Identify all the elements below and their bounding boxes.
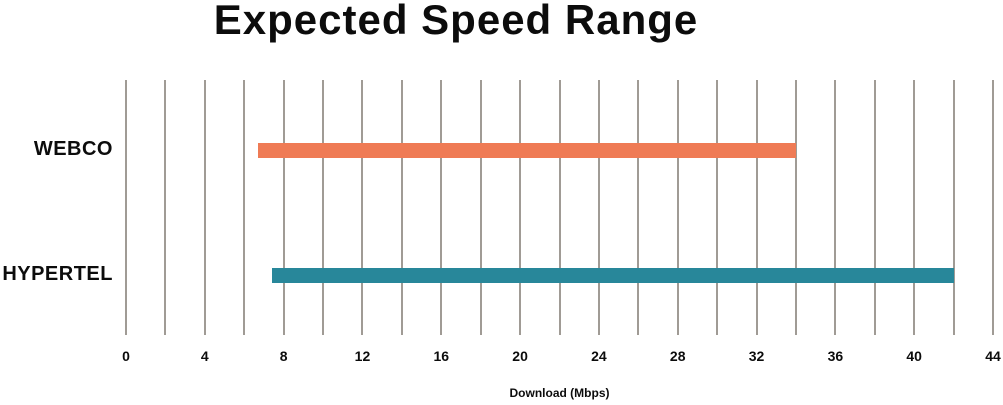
gridline bbox=[243, 80, 246, 335]
x-tick-label: 12 bbox=[354, 348, 371, 364]
gridline bbox=[440, 80, 443, 335]
gridline bbox=[164, 80, 167, 335]
gridline bbox=[952, 80, 955, 335]
gridline bbox=[913, 80, 916, 335]
gridline bbox=[716, 80, 719, 335]
gridline bbox=[873, 80, 876, 335]
gridline bbox=[203, 80, 206, 335]
gridline bbox=[755, 80, 758, 335]
plot-area bbox=[125, 80, 994, 335]
gridline bbox=[676, 80, 679, 335]
x-tick-label: 36 bbox=[827, 348, 844, 364]
gridline bbox=[361, 80, 364, 335]
gridline bbox=[794, 80, 797, 335]
x-tick-label: 24 bbox=[591, 348, 607, 364]
gridline bbox=[637, 80, 640, 335]
gridline bbox=[125, 80, 127, 335]
x-tick-label: 32 bbox=[748, 348, 765, 364]
gridline bbox=[834, 80, 837, 335]
gridline bbox=[282, 80, 285, 335]
gridline bbox=[322, 80, 325, 335]
category-label-webco: WEBCO bbox=[33, 138, 113, 160]
chart-title: Expected Speed Range bbox=[213, 0, 699, 43]
x-tick-label: 16 bbox=[433, 348, 450, 364]
x-tick-label: 44 bbox=[985, 348, 1001, 364]
gridline bbox=[558, 80, 561, 335]
gridline bbox=[400, 80, 403, 335]
gridline bbox=[992, 80, 994, 335]
gridline bbox=[479, 80, 482, 335]
x-tick-label: 8 bbox=[279, 348, 288, 364]
gridline bbox=[519, 80, 522, 335]
x-tick-label: 40 bbox=[906, 348, 922, 364]
x-tick-label: 4 bbox=[200, 348, 209, 364]
x-tick-label: 0 bbox=[122, 348, 130, 364]
range-bar-hypertel bbox=[271, 267, 954, 283]
category-label-hypertel: HYPERTEL bbox=[2, 263, 113, 285]
range-bar-webco bbox=[258, 142, 796, 158]
gridline bbox=[597, 80, 600, 335]
x-tick-label: 20 bbox=[512, 348, 528, 364]
x-axis-label: Download (Mbps) bbox=[509, 386, 610, 400]
x-tick-label: 28 bbox=[669, 348, 686, 364]
